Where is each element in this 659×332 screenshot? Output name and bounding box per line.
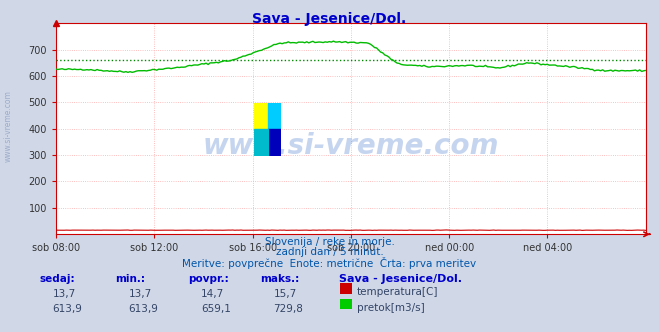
Text: 13,7: 13,7 xyxy=(129,289,152,299)
Bar xyxy=(268,103,281,129)
Text: 659,1: 659,1 xyxy=(201,304,231,314)
Text: maks.:: maks.: xyxy=(260,274,300,284)
Text: Slovenija / reke in morje.: Slovenija / reke in morje. xyxy=(264,237,395,247)
Text: min.:: min.: xyxy=(115,274,146,284)
Text: temperatura[C]: temperatura[C] xyxy=(357,287,439,297)
Text: povpr.:: povpr.: xyxy=(188,274,229,284)
Text: 729,8: 729,8 xyxy=(273,304,303,314)
Bar xyxy=(254,129,268,156)
Text: 14,7: 14,7 xyxy=(201,289,224,299)
Text: Meritve: povprečne  Enote: metrične  Črta: prva meritev: Meritve: povprečne Enote: metrične Črta:… xyxy=(183,257,476,269)
Bar xyxy=(254,103,268,129)
Text: zadnji dan / 5 minut.: zadnji dan / 5 minut. xyxy=(275,247,384,257)
Text: 613,9: 613,9 xyxy=(53,304,82,314)
Text: 15,7: 15,7 xyxy=(273,289,297,299)
Text: www.si-vreme.com: www.si-vreme.com xyxy=(203,131,499,159)
Text: 13,7: 13,7 xyxy=(53,289,76,299)
Text: Sava - Jesenice/Dol.: Sava - Jesenice/Dol. xyxy=(252,12,407,26)
Text: 613,9: 613,9 xyxy=(129,304,158,314)
Bar xyxy=(268,129,281,156)
Text: Sava - Jesenice/Dol.: Sava - Jesenice/Dol. xyxy=(339,274,463,284)
Text: pretok[m3/s]: pretok[m3/s] xyxy=(357,303,425,313)
Text: www.si-vreme.com: www.si-vreme.com xyxy=(3,90,13,162)
Text: sedaj:: sedaj: xyxy=(40,274,75,284)
